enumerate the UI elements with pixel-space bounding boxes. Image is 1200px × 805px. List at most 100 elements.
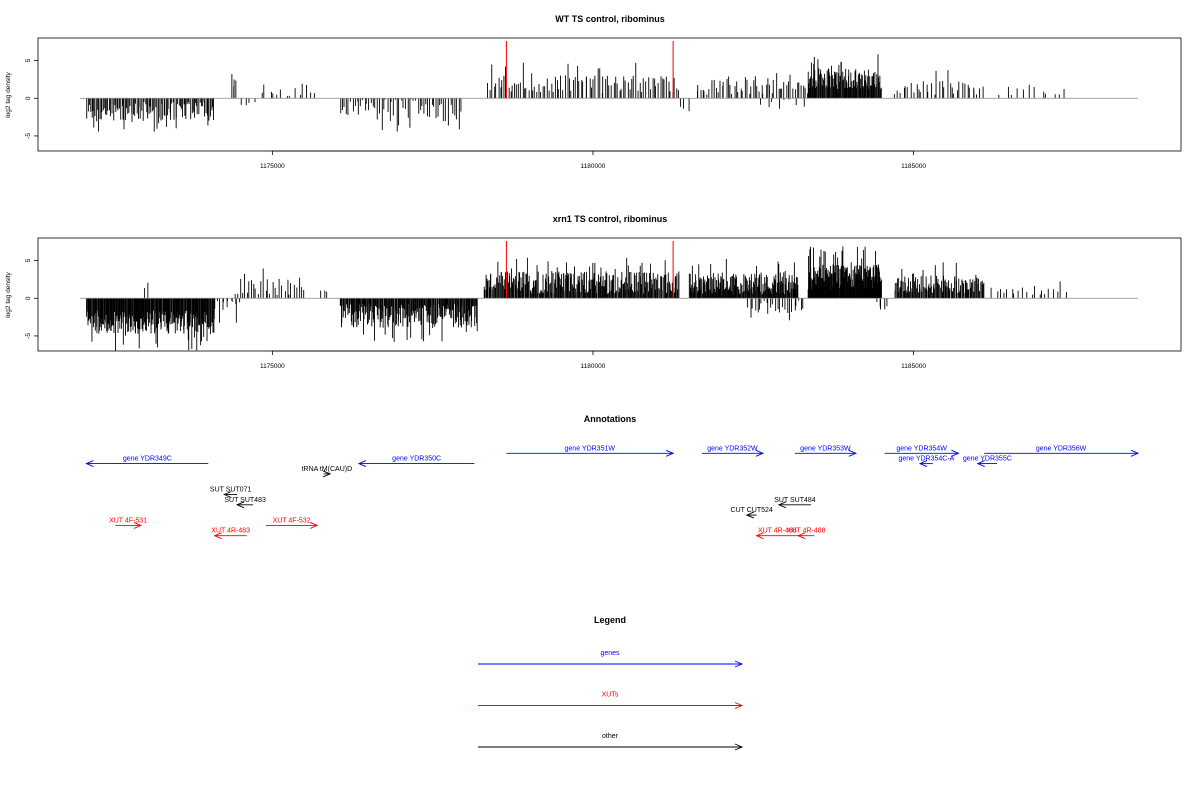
annotation-feature: gene YDR354W xyxy=(884,445,960,457)
annotation-feature: XUT 4F-532 xyxy=(265,517,319,529)
panel-title: xrn1 TS control, ribominus xyxy=(553,214,668,224)
legend-label: other xyxy=(602,733,619,740)
annotation-feature: tRNA tM(CAU)D xyxy=(302,466,353,478)
annotation-feature: XUT 4R-483 xyxy=(211,528,250,540)
y-tick-label: -5 xyxy=(25,333,32,339)
legend-label: genes xyxy=(600,650,620,657)
annotation-feature: SUT SUT483 xyxy=(224,497,266,509)
annotation-feature: gene YDR354C-A xyxy=(898,456,955,468)
arrow-head xyxy=(357,460,367,468)
x-tick-label: 1175000 xyxy=(260,163,285,170)
feature-label: XUT 4R-486 xyxy=(758,528,797,535)
y-axis-label: log2 tag density xyxy=(5,271,12,317)
feature-label: gene YDR349C xyxy=(123,456,172,463)
arrow-head xyxy=(918,460,928,468)
legend-item: genes xyxy=(478,650,744,668)
arrow-head xyxy=(755,449,765,457)
x-tick-label: 1175000 xyxy=(260,363,285,370)
annotation-feature: gene YDR353W xyxy=(794,445,858,457)
arrow-head xyxy=(310,521,319,529)
arrow-head xyxy=(755,532,764,540)
feature-label: XUT 4F-532 xyxy=(273,517,311,524)
feature-label: CUT CUT524 xyxy=(731,507,773,514)
arrow-head xyxy=(777,501,787,509)
y-tick-label: 0 xyxy=(25,296,32,300)
panel-title: WT TS control, ribominus xyxy=(555,14,665,24)
x-tick-label: 1185000 xyxy=(901,363,926,370)
feature-label: gene YDR354C-A xyxy=(898,456,954,463)
marker-lines xyxy=(505,241,674,299)
legend-item: other xyxy=(478,733,744,751)
feature-label: gene YDR350C xyxy=(392,456,441,463)
density-bars xyxy=(86,246,1067,351)
arrow-head xyxy=(85,460,94,468)
annotation-feature: XUT 4F-531 xyxy=(109,517,147,529)
legend-arrow-head xyxy=(734,660,744,668)
y-axis: -5 0 5 xyxy=(25,58,38,139)
arrow-head xyxy=(951,449,960,457)
legend-label: XUTs xyxy=(602,692,619,699)
arrow-head xyxy=(976,460,985,468)
density-bars xyxy=(86,54,1065,132)
feature-label: gene YDR355C xyxy=(963,456,1012,463)
annotation-feature: SUT SUT071 xyxy=(210,487,252,498)
arrow-head xyxy=(797,532,806,540)
annotations-title: Annotations xyxy=(584,414,637,424)
feature-label: gene YDR352W xyxy=(707,445,758,452)
annotation-features: gene YDR349C tRNA tM(CAU)D gene YDR350C gen… xyxy=(85,445,1140,540)
feature-label: SUT SUT483 xyxy=(224,497,266,504)
annotation-feature: gene YDR350C xyxy=(357,456,475,468)
legend-arrow-head xyxy=(734,702,744,709)
feature-label: gene YDR351W xyxy=(565,445,616,452)
x-axis: 1175000 1180000 1185000 xyxy=(260,350,926,370)
annotation-feature: gene YDR355C xyxy=(963,456,1012,468)
feature-label: XUT 4R-488 xyxy=(787,528,826,535)
y-axis-label: log2 tag density xyxy=(5,71,12,117)
feature-label: SUT SUT071 xyxy=(210,487,252,494)
y-axis: -5 0 5 xyxy=(25,258,38,339)
arrow-head xyxy=(848,449,858,457)
arrow-head xyxy=(322,470,332,478)
x-tick-label: 1180000 xyxy=(581,363,606,370)
legend-item: XUTs xyxy=(478,692,744,709)
legend-arrow-head xyxy=(734,743,744,751)
x-axis: 1175000 1180000 1185000 xyxy=(260,150,926,170)
arrow-head xyxy=(745,511,755,519)
feature-label: gene YDR353W xyxy=(800,445,851,452)
y-tick-label: -5 xyxy=(25,133,32,139)
y-tick-label: 0 xyxy=(25,96,32,100)
feature-label: gene YDR356W xyxy=(1036,445,1087,452)
legend: Legend genes XUTs other xyxy=(478,615,744,751)
annotation-feature: XUT 4R-488 xyxy=(787,528,826,540)
arrow-head xyxy=(133,521,143,529)
feature-label: gene YDR354W xyxy=(896,445,947,452)
y-tick-label: 5 xyxy=(25,258,32,262)
arrow-head xyxy=(213,532,222,540)
wt-density-panel: WT TS control, ribominus log2 tag densit… xyxy=(5,14,1182,170)
legend-title: Legend xyxy=(594,615,626,625)
annotation-feature: SUT SUT484 xyxy=(774,497,816,509)
annotation-feature: XUT 4R-486 xyxy=(755,528,799,540)
feature-label: tRNA tM(CAU)D xyxy=(302,466,353,473)
feature-label: XUT 4R-483 xyxy=(211,528,250,535)
x-tick-label: 1180000 xyxy=(581,163,606,170)
annotation-feature: gene YDR352W xyxy=(701,445,765,457)
arrow-head xyxy=(1130,449,1140,457)
arrow-head xyxy=(665,449,675,457)
annotation-feature: CUT CUT524 xyxy=(731,507,773,519)
feature-label: SUT SUT484 xyxy=(774,497,816,504)
marker-lines xyxy=(505,41,674,99)
arrow-head xyxy=(223,491,232,498)
xrn1-density-panel: xrn1 TS control, ribominus log2 tag dens… xyxy=(5,214,1182,370)
feature-label: XUT 4F-531 xyxy=(109,517,147,524)
y-tick-label: 5 xyxy=(25,58,32,62)
x-tick-label: 1185000 xyxy=(901,163,926,170)
annotation-feature: gene YDR356W xyxy=(984,445,1140,457)
annotation-feature: gene YDR351W xyxy=(506,445,675,457)
annotation-feature: gene YDR349C xyxy=(85,456,209,468)
legend-items: genes XUTs other xyxy=(478,650,744,751)
arrow-head xyxy=(235,501,245,509)
